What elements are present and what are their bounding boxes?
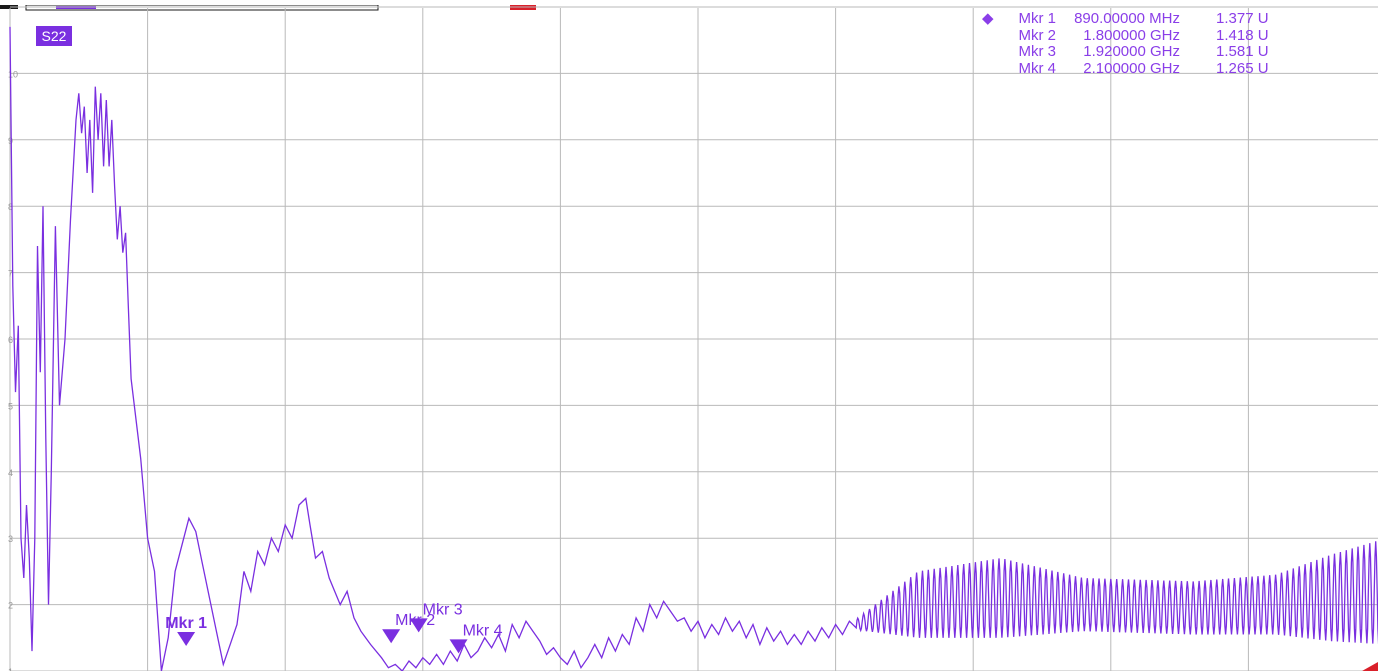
trace-line-s22: [9, 26, 1378, 671]
scale-arrow-icon: [1362, 662, 1378, 671]
marker-value: 1.581 U: [1216, 43, 1269, 60]
marker-frequency: 1.920000 GHz: [1083, 43, 1180, 60]
marker-value: 1.265 U: [1216, 59, 1269, 77]
active-marker-dot-icon: ◆: [982, 10, 994, 27]
y-tick-label: 7: [8, 269, 13, 279]
marker-value: 1.418 U: [1216, 26, 1269, 44]
marker-label: Mkr 1: [165, 615, 207, 632]
y-tick-label: 2: [8, 601, 13, 611]
y-tick-label: 4: [8, 468, 13, 478]
marker-name: Mkr 3: [1018, 43, 1057, 60]
marker-label: Mkr 4: [463, 622, 503, 639]
y-tick-label: 10: [8, 69, 18, 79]
y-tick-label: 1: [8, 667, 13, 671]
y-tick-label: 5: [8, 401, 13, 411]
marker-name: Mkr 1: [1018, 10, 1057, 27]
marker-triangle-icon: [409, 618, 428, 633]
marker-frequency: 2.100000 GHz: [1083, 59, 1180, 77]
marker-triangle-icon: [382, 629, 401, 644]
marker-name: Mkr 2: [1018, 26, 1057, 44]
marker-frequency: 890.00000 MHz: [1074, 10, 1180, 27]
marker-triangle-icon: [449, 639, 468, 654]
marker-label: Mkr 3: [423, 601, 463, 618]
marker-frequency: 1.800000 GHz: [1083, 26, 1180, 44]
marker-name: Mkr 4: [1018, 59, 1057, 77]
trace-label: S22: [41, 28, 67, 44]
y-tick-label: 3: [8, 534, 13, 544]
y-tick-label: 6: [8, 335, 13, 345]
trace-label-badge[interactable]: S22: [36, 26, 72, 46]
marker-triangle-icon: [177, 631, 196, 646]
y-tick-label: 9: [8, 136, 13, 146]
marker-value: 1.377 U: [1216, 10, 1269, 27]
y-tick-label: 8: [8, 202, 13, 212]
